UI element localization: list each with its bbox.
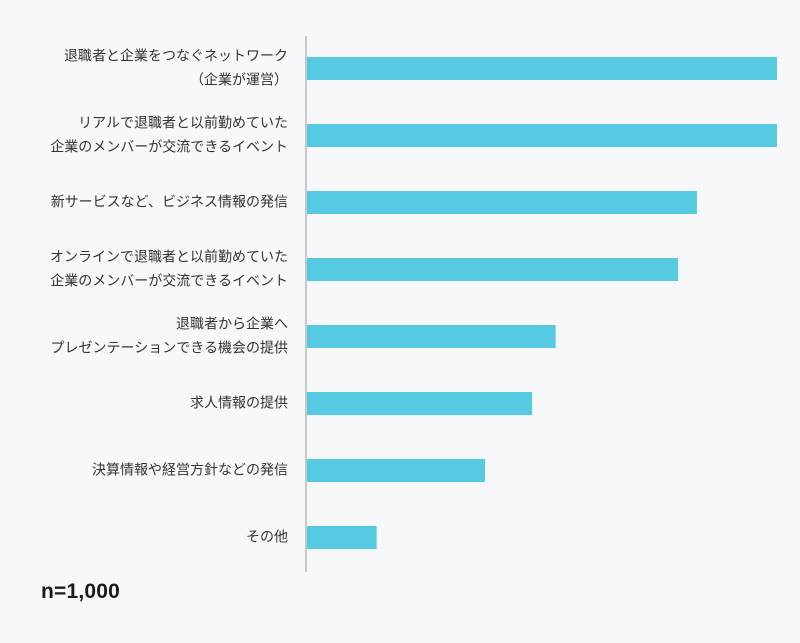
bar-6 [307, 392, 533, 415]
bars-group [307, 57, 777, 549]
sample-size-label: n=1,000 [41, 580, 121, 603]
bar-2 [307, 124, 777, 147]
category-label-4-line-1: オンラインで退職者と以前勤めていた [50, 249, 288, 266]
bar-7 [307, 459, 485, 482]
bar-3 [307, 191, 697, 214]
category-label-2-line-1: リアルで退職者と以前勤めていた [78, 115, 288, 132]
bar-5 [307, 325, 556, 348]
category-label-7-line-1: 決算情報や経営方針などの発信 [92, 463, 288, 479]
bar-8 [307, 526, 377, 549]
category-labels-group: 退職者と企業をつなぐネットワーク （企業が運営） リアルで退職者と以前勤めていた企業… [50, 48, 288, 546]
category-label-1-line-1: 退職者と企業をつなぐネットワーク [64, 48, 288, 65]
category-label-3-line-1: 新サービスなど、ビジネス情報の発信 [51, 195, 288, 211]
category-label-4-line-2: 企業のメンバーが交流できるイベント [50, 273, 288, 290]
category-label-2-line-2: 企業のメンバーが交流できるイベント [50, 139, 288, 156]
category-label-8-line-1: その他 [246, 530, 288, 546]
category-label-6-line-1: 求人情報の提供 [190, 396, 288, 412]
bar-1 [307, 57, 777, 80]
category-label-5-line-2: プレゼンテーションできる機会の提供 [51, 341, 288, 357]
bar-4 [307, 258, 679, 281]
category-label-1-line-2: （企業が運営） [190, 72, 288, 89]
category-label-5-line-1: 退職者から企業へ [176, 316, 288, 333]
